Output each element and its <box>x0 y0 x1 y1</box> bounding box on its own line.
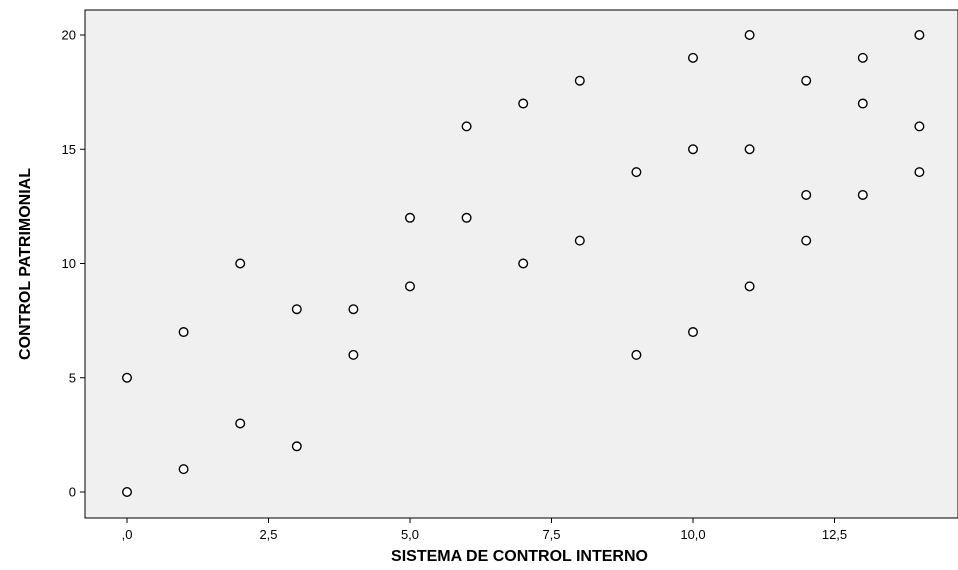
data-point <box>914 121 925 132</box>
data-point <box>914 30 925 41</box>
data-point <box>801 189 812 200</box>
data-point <box>914 167 925 178</box>
data-point <box>744 281 755 292</box>
x-axis: ,0 2,5 5,0 7,5 10,0 12,5 <box>122 518 847 542</box>
data-point <box>857 52 868 63</box>
data-point <box>744 144 755 155</box>
y-tick-label: 0 <box>69 485 76 500</box>
data-point <box>631 167 642 178</box>
x-axis-title: SISTEMA DE CONTROL INTERNO <box>391 548 648 565</box>
data-point <box>574 75 585 86</box>
y-tick-label: 15 <box>62 142 76 157</box>
data-point <box>461 121 472 132</box>
data-point <box>801 235 812 246</box>
data-point <box>235 418 246 429</box>
data-point <box>121 487 132 498</box>
data-point <box>178 464 189 475</box>
data-point <box>574 235 585 246</box>
data-point <box>744 30 755 41</box>
data-point <box>688 327 699 338</box>
data-point <box>405 212 416 223</box>
y-axis-title: CONTROL PATRIMONIAL <box>17 168 34 360</box>
x-tick-label: 7,5 <box>542 527 560 542</box>
y-tick-label: 10 <box>62 256 76 271</box>
data-point <box>688 52 699 63</box>
data-point <box>857 98 868 109</box>
data-point <box>121 372 132 383</box>
data-point <box>178 327 189 338</box>
x-tick-label: ,0 <box>122 527 133 542</box>
data-point <box>857 189 868 200</box>
data-point <box>801 75 812 86</box>
x-tick-label: 10,0 <box>680 527 705 542</box>
data-point <box>348 349 359 360</box>
data-point <box>688 144 699 155</box>
data-point <box>291 441 302 452</box>
data-point <box>631 349 642 360</box>
x-tick-label: 2,5 <box>259 527 277 542</box>
data-point <box>235 258 246 269</box>
data-point <box>348 304 359 315</box>
x-tick-label: 12,5 <box>822 527 847 542</box>
data-point <box>518 258 529 269</box>
data-point <box>291 304 302 315</box>
data-point <box>461 212 472 223</box>
data-point <box>518 98 529 109</box>
y-tick-label: 20 <box>62 28 76 43</box>
data-points <box>121 30 925 498</box>
x-tick-label: 5,0 <box>401 527 419 542</box>
data-point <box>405 281 416 292</box>
y-tick-label: 5 <box>69 370 76 385</box>
y-axis: 0 5 10 15 20 <box>62 28 85 500</box>
